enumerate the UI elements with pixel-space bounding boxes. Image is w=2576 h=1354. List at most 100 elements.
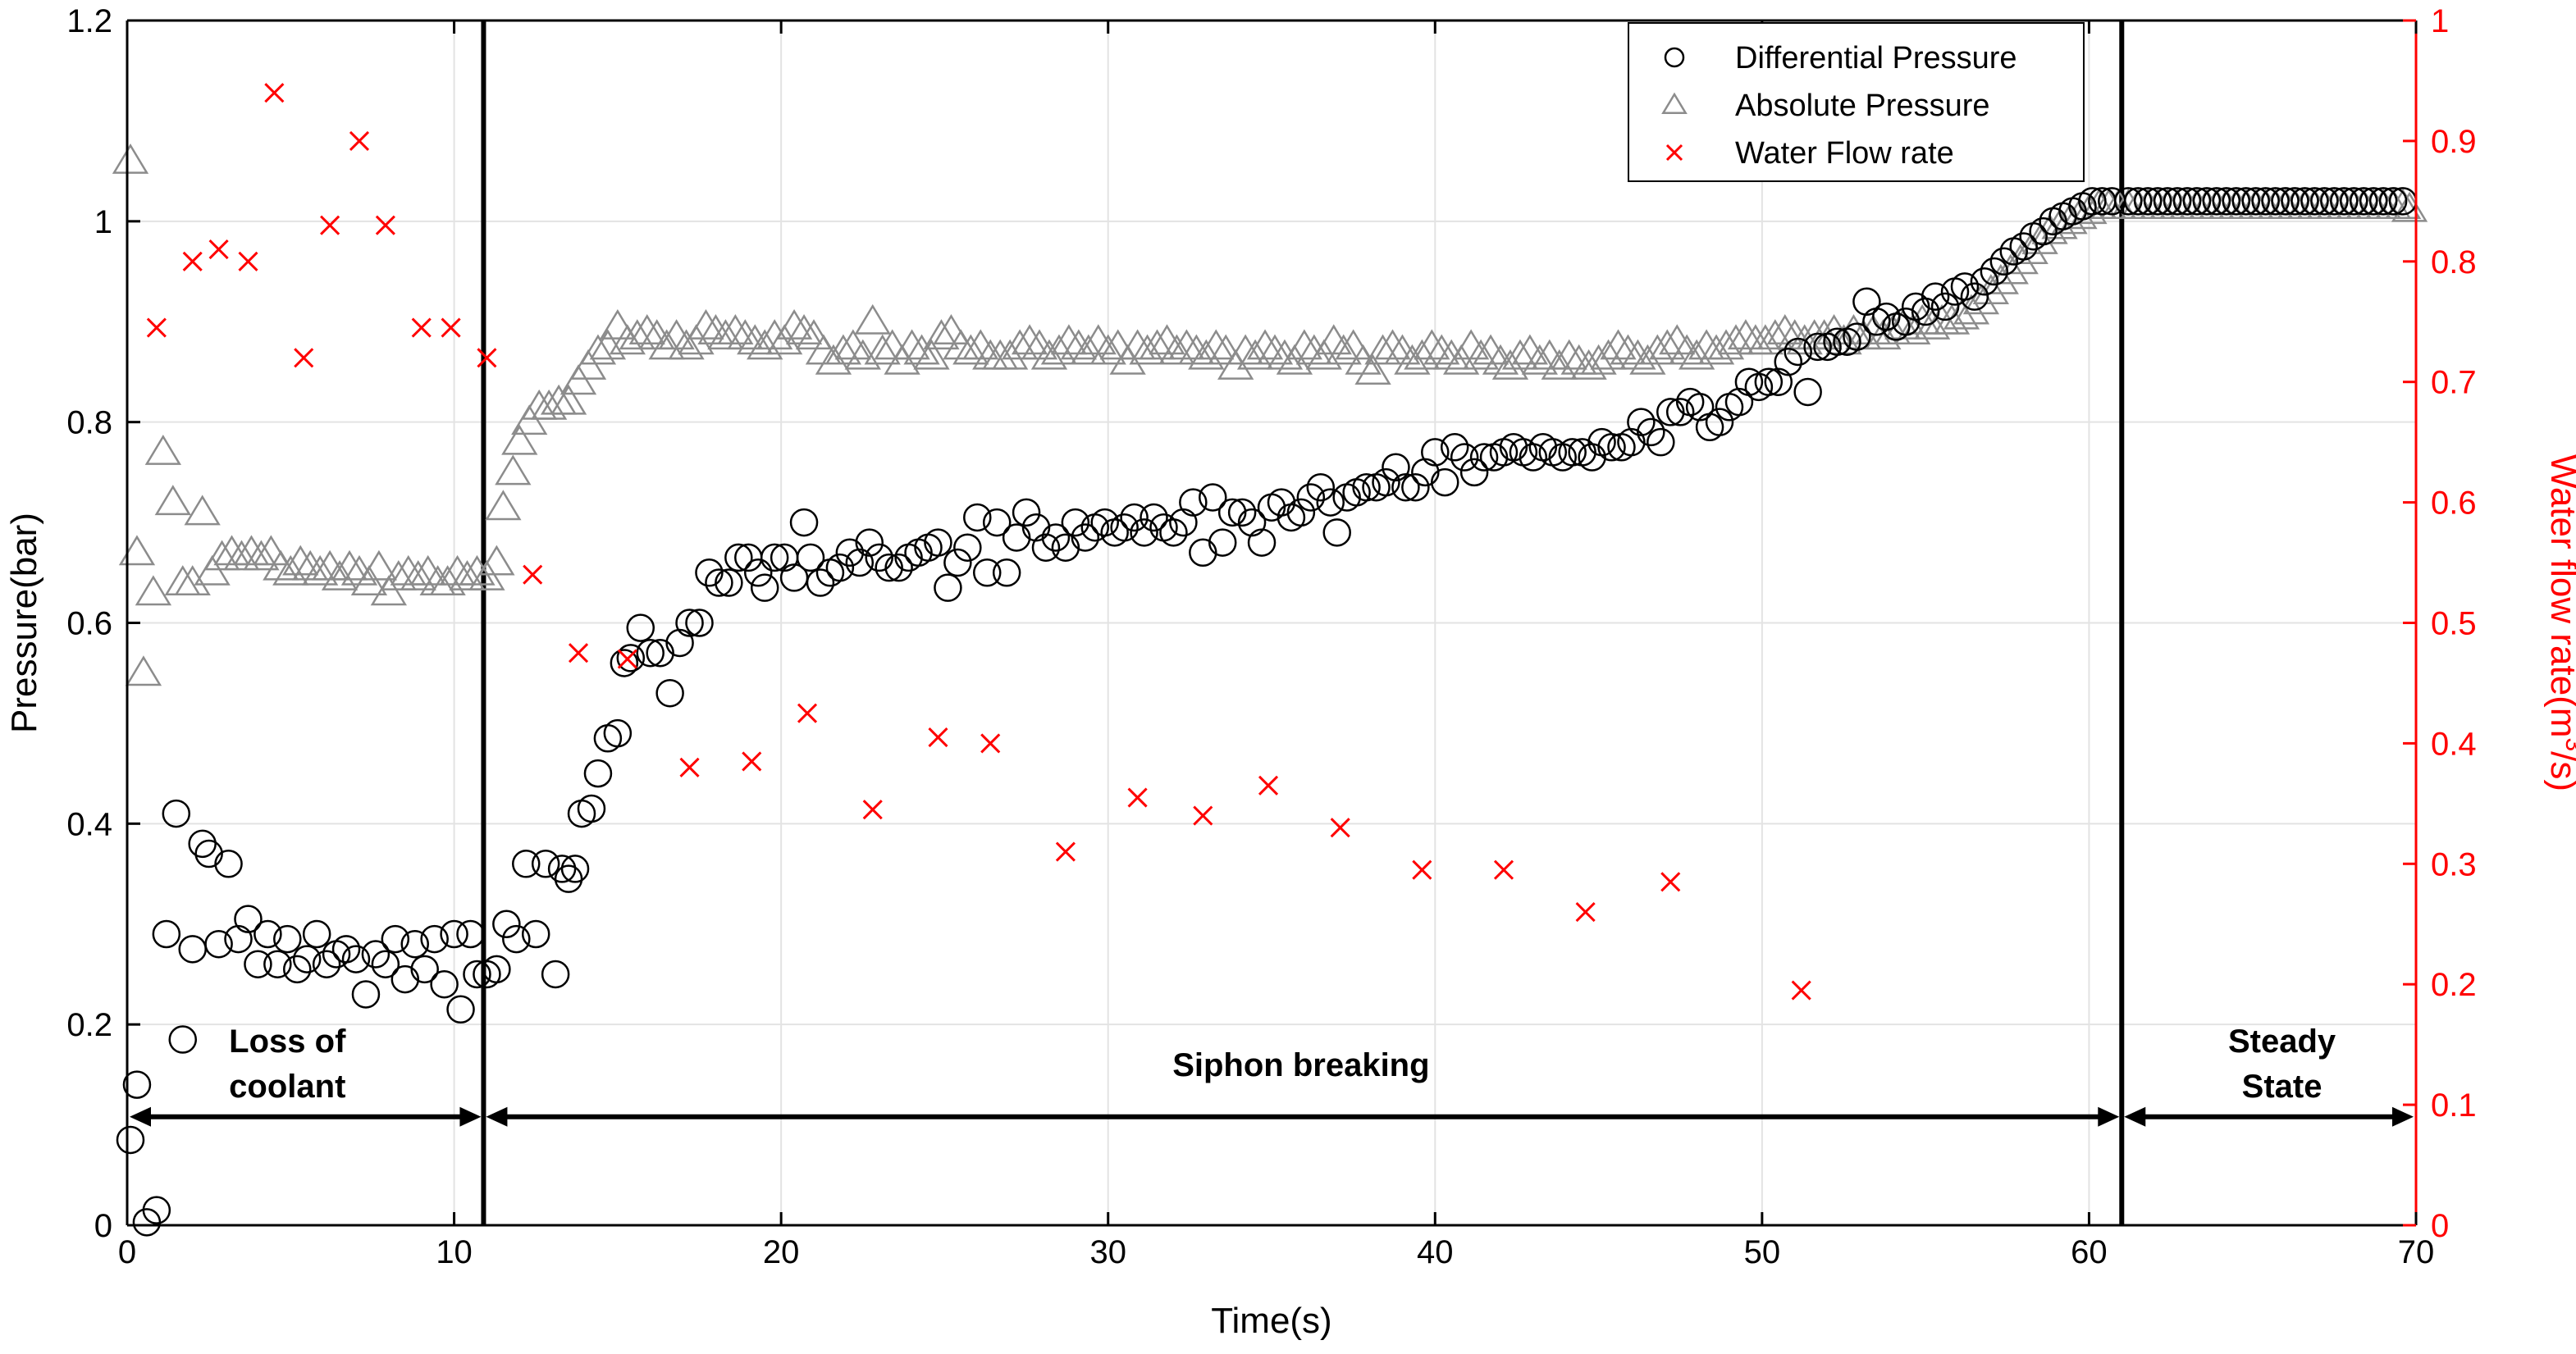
differential-pressure-point xyxy=(1130,518,1158,547)
absolute-pressure-point xyxy=(1011,324,1048,355)
differential-pressure-point xyxy=(2359,187,2388,216)
absolute-pressure-point xyxy=(1756,319,1793,350)
differential-pressure-point xyxy=(430,969,459,999)
absolute-pressure-point xyxy=(1747,324,1784,355)
absolute-pressure-point xyxy=(292,549,329,581)
water-flow-rate-point xyxy=(862,800,883,820)
differential-pressure-point xyxy=(1227,498,1257,527)
differential-pressure-point xyxy=(2212,187,2241,216)
differential-pressure-point xyxy=(194,839,223,868)
absolute-pressure-point xyxy=(1325,334,1362,365)
differential-pressure-point xyxy=(1021,513,1051,542)
absolute-pressure-point xyxy=(756,319,793,350)
absolute-pressure-point xyxy=(501,424,538,455)
x-tick-label: 70 xyxy=(2398,1234,2435,1270)
water-flow-rate-point xyxy=(797,703,818,723)
absolute-pressure-point xyxy=(1717,324,1755,355)
differential-pressure-point xyxy=(2368,187,2398,216)
differential-pressure-point xyxy=(512,850,541,878)
legend-entry-label: Water Flow rate xyxy=(1735,136,1954,171)
absolute-pressure-point xyxy=(1521,344,1558,375)
differential-pressure-point xyxy=(152,919,181,949)
differential-pressure-point xyxy=(224,924,253,954)
differential-pressure-point xyxy=(865,543,893,572)
differential-pressure-point xyxy=(541,960,570,989)
differential-pressure-point xyxy=(312,950,341,978)
differential-pressure-point xyxy=(361,940,391,969)
differential-pressure-point xyxy=(636,638,665,668)
differential-pressure-point xyxy=(1940,277,1970,306)
y2-tick-label: 0.4 xyxy=(2431,726,2477,762)
differential-pressure-point xyxy=(253,919,282,949)
absolute-pressure-point xyxy=(560,364,597,395)
absolute-pressure-point xyxy=(459,554,496,586)
differential-pressure-point xyxy=(1352,472,1381,502)
absolute-pressure-point xyxy=(1610,334,1647,365)
water-flow-rate-point xyxy=(411,317,432,338)
absolute-pressure-point xyxy=(1649,329,1686,360)
differential-pressure-point xyxy=(884,553,913,582)
absolute-pressure-point xyxy=(923,319,960,350)
absolute-pressure-point xyxy=(933,314,970,344)
water-flow-rate-point xyxy=(523,564,543,585)
phase-label-text: coolant xyxy=(229,1069,345,1105)
absolute-pressure-point xyxy=(687,308,724,340)
y-tick-label: 0.4 xyxy=(66,806,112,842)
differential-pressure-point xyxy=(1793,377,1822,407)
differential-pressure-point xyxy=(2114,187,2143,216)
differential-pressure-point xyxy=(302,919,331,949)
water-flow-rate-point xyxy=(1127,787,1148,808)
absolute-pressure-point xyxy=(478,545,515,576)
differential-pressure-point xyxy=(244,950,272,978)
differential-pressure-point xyxy=(1459,458,1489,487)
water-flow-rate-series xyxy=(146,83,1811,1001)
differential-pressure-point xyxy=(1558,438,1587,467)
differential-pressure-point xyxy=(1509,438,1538,467)
absolute-pressure-point xyxy=(648,329,685,360)
differential-pressure-point xyxy=(1372,467,1400,497)
absolute-pressure-point xyxy=(1256,334,1294,365)
legend: Differential Pressure Absolute Pressure Wa… xyxy=(1628,22,2085,182)
differential-pressure-point xyxy=(655,678,684,708)
differential-pressure-point xyxy=(547,855,577,883)
differential-pressure-point xyxy=(116,1125,145,1155)
absolute-pressure-point xyxy=(301,554,339,586)
differential-pressure-point xyxy=(1237,508,1267,537)
water-flow-rate-point xyxy=(1493,859,1514,880)
differential-pressure-point xyxy=(1382,453,1410,482)
absolute-pressure-point xyxy=(1119,329,1156,360)
absolute-pressure-point xyxy=(174,565,211,596)
arrow-head-right xyxy=(459,1106,482,1127)
absolute-pressure-point xyxy=(1335,329,1372,360)
absolute-pressure-point xyxy=(1070,334,1107,365)
differential-pressure-point xyxy=(943,548,972,577)
absolute-pressure-point xyxy=(485,490,522,521)
differential-pressure-point xyxy=(646,638,674,668)
differential-pressure-point xyxy=(1980,257,2009,286)
absolute-pressure-point xyxy=(717,314,754,344)
differential-pressure-point xyxy=(1469,443,1499,472)
water-flow-rate-point xyxy=(208,239,229,260)
absolute-pressure-point xyxy=(233,535,270,566)
differential-pressure-point xyxy=(1587,427,1616,457)
absolute-pressure-point xyxy=(599,308,637,340)
absolute-pressure-point xyxy=(194,554,231,586)
differential-pressure-point xyxy=(914,533,943,562)
differential-pressure-point xyxy=(351,980,381,1009)
water-flow-rate-point xyxy=(679,757,700,777)
differential-pressure-point xyxy=(132,1208,162,1237)
differential-pressure-point xyxy=(1411,458,1440,487)
differential-pressure-point xyxy=(2163,187,2192,216)
absolute-pressure-point xyxy=(854,303,891,335)
differential-pressure-point xyxy=(1950,272,1980,301)
differential-pressure-point xyxy=(616,644,646,672)
y-axis-title: Pressure(bar) xyxy=(4,513,44,733)
absolute-pressure-point xyxy=(874,329,911,360)
absolute-pressure-point xyxy=(1972,274,2010,305)
differential-pressure-point xyxy=(420,924,449,954)
differential-pressure-point xyxy=(1169,508,1198,537)
differential-pressure-point xyxy=(122,1070,152,1099)
differential-pressure-point xyxy=(1316,488,1345,517)
differential-pressure-point xyxy=(1744,372,1774,402)
